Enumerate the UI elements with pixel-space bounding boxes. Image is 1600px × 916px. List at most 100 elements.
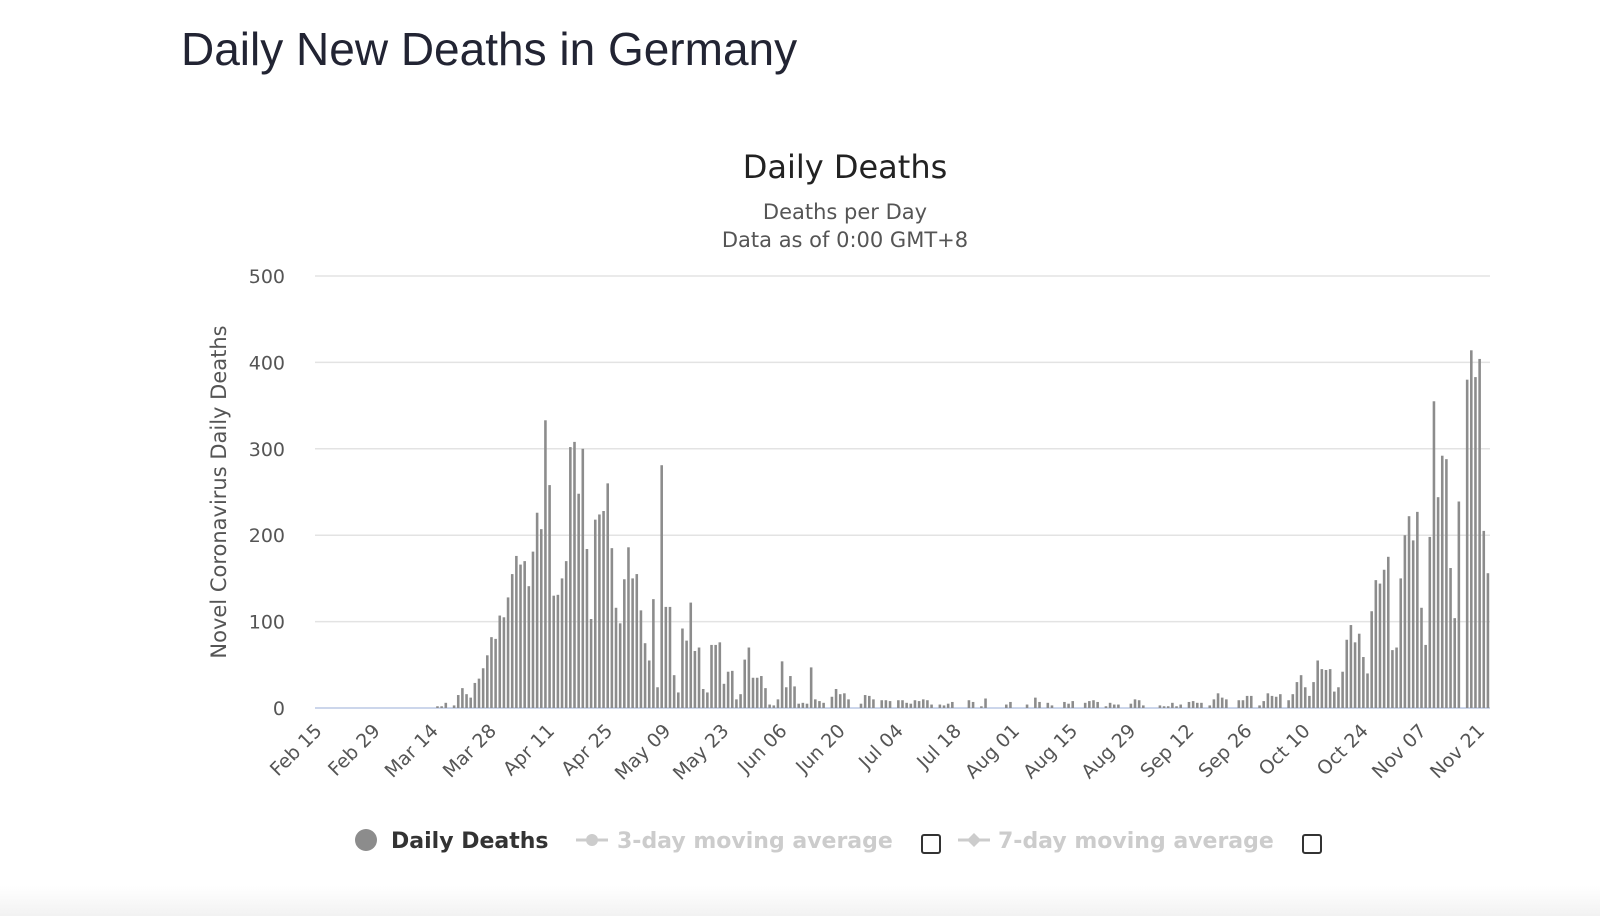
daily-deaths-bar xyxy=(598,514,601,708)
daily-deaths-bar xyxy=(1220,697,1224,708)
daily-deaths-bar xyxy=(685,640,688,708)
daily-deaths-bar xyxy=(1117,704,1120,708)
daily-deaths-bar xyxy=(1378,583,1382,708)
daily-deaths-bar xyxy=(1050,705,1054,708)
daily-deaths-bar xyxy=(1386,556,1390,708)
daily-deaths-bar xyxy=(1208,705,1212,708)
daily-deaths-bar xyxy=(1486,573,1490,708)
daily-deaths-bar xyxy=(768,704,771,708)
daily-deaths-bar xyxy=(776,699,780,708)
daily-deaths-bar xyxy=(784,687,788,708)
daily-deaths-bar xyxy=(1303,687,1307,708)
daily-deaths-bar xyxy=(880,700,884,708)
daily-deaths-bar xyxy=(660,465,663,708)
daily-deaths-bar xyxy=(1295,682,1299,708)
daily-deaths-bar xyxy=(809,667,813,708)
daily-deaths-bar xyxy=(843,693,846,708)
3-day-average-checkbox[interactable] xyxy=(921,834,941,854)
daily-deaths-bar xyxy=(564,561,568,708)
x-tick-label: May 23 xyxy=(669,720,734,785)
daily-deaths-bar xyxy=(1349,625,1353,708)
daily-deaths-bar xyxy=(668,606,672,708)
chart-subtitle-line-2: Data as of 0:00 GMT+8 xyxy=(722,228,968,252)
chart-title: Daily Deaths xyxy=(743,148,948,186)
daily-deaths-bar xyxy=(490,637,493,708)
daily-deaths-bar xyxy=(1158,705,1162,708)
daily-deaths-bar xyxy=(664,606,668,708)
daily-deaths-bar xyxy=(627,547,630,708)
daily-deaths-bar xyxy=(1299,675,1303,708)
daily-deaths-bar xyxy=(614,607,618,708)
daily-deaths-bar xyxy=(743,659,747,708)
daily-deaths-bar xyxy=(1353,642,1357,708)
daily-deaths-bar xyxy=(830,696,834,708)
daily-deaths-bar xyxy=(635,574,639,708)
daily-deaths-bar xyxy=(1166,706,1170,708)
daily-deaths-bar xyxy=(639,610,643,708)
legend-marker-diamond-icon xyxy=(967,833,981,847)
daily-deaths-bar xyxy=(510,574,514,708)
daily-deaths-bar xyxy=(581,448,585,708)
daily-deaths-bar xyxy=(1333,691,1336,708)
y-tick-label: 500 xyxy=(249,266,285,288)
daily-deaths-bar xyxy=(1046,702,1050,708)
daily-deaths-bar xyxy=(531,551,535,708)
daily-deaths-bar xyxy=(1411,540,1415,708)
daily-deaths-bar xyxy=(1009,701,1012,708)
7-day-average-checkbox[interactable] xyxy=(1302,834,1322,854)
daily-deaths-bar xyxy=(498,615,502,708)
daily-deaths-bar xyxy=(1403,535,1407,708)
daily-deaths-bar xyxy=(1291,694,1295,708)
daily-deaths-bar xyxy=(1179,704,1182,708)
daily-deaths-bar xyxy=(1249,695,1253,708)
legend-item-daily-deaths[interactable]: Daily Deaths xyxy=(391,829,549,854)
legend-item-3-day-average[interactable]: 3-day moving average xyxy=(617,829,893,854)
legend-item-7-day-average[interactable]: 7-day moving average xyxy=(998,829,1274,854)
daily-deaths-bar xyxy=(1328,669,1332,708)
daily-deaths-bar xyxy=(897,700,900,708)
daily-deaths-bar xyxy=(1308,695,1311,708)
daily-deaths-bar xyxy=(1279,694,1282,708)
daily-deaths-bar xyxy=(452,705,456,708)
daily-deaths-bar xyxy=(444,702,448,708)
daily-deaths-bar xyxy=(1440,455,1444,708)
daily-deaths-bar xyxy=(1395,647,1398,708)
daily-deaths-bar xyxy=(1212,699,1216,708)
daily-deaths-bar xyxy=(1428,536,1432,708)
daily-deaths-bar xyxy=(946,703,950,708)
daily-deaths-bar xyxy=(556,594,560,708)
daily-deaths-bar xyxy=(1362,657,1365,708)
daily-deaths-bar xyxy=(751,677,755,708)
daily-deaths-bar xyxy=(1399,578,1403,708)
daily-deaths-bar xyxy=(465,694,468,708)
x-tick-label: Apr 11 xyxy=(499,720,559,780)
daily-deaths-bar xyxy=(1112,704,1116,708)
daily-deaths-bar xyxy=(1320,669,1324,708)
daily-deaths-bar xyxy=(647,660,651,708)
daily-deaths-bar xyxy=(1337,687,1340,708)
x-tick-label: Oct 24 xyxy=(1313,720,1373,780)
daily-deaths-bar xyxy=(606,483,609,708)
daily-deaths-bar xyxy=(1341,671,1344,708)
daily-deaths-bar xyxy=(797,703,800,708)
x-tick-label: Jul 18 xyxy=(912,720,966,774)
daily-deaths-bar xyxy=(863,695,867,708)
daily-deaths-bar xyxy=(456,695,460,708)
daily-deaths-bar xyxy=(677,692,680,708)
daily-deaths-bar xyxy=(577,493,580,708)
daily-deaths-bar xyxy=(1374,580,1378,708)
chart-subtitle-line-1: Deaths per Day xyxy=(763,200,927,224)
daily-deaths-bar xyxy=(884,700,888,708)
daily-deaths-bar xyxy=(926,700,929,708)
daily-deaths-bar xyxy=(930,704,933,708)
daily-deaths-bar xyxy=(610,548,614,708)
daily-deaths-bar xyxy=(1370,611,1373,708)
daily-deaths-bar xyxy=(706,692,709,708)
daily-deaths-bar xyxy=(1453,618,1456,708)
daily-deaths-bar xyxy=(722,683,726,708)
daily-deaths-bar xyxy=(1324,669,1328,708)
daily-deaths-bar xyxy=(888,701,892,708)
chart-legend: Daily Deaths 3-day moving average 7-day mo… xyxy=(355,829,1274,854)
daily-deaths-bar xyxy=(1108,702,1112,708)
x-tick-label: Mar 14 xyxy=(381,720,443,782)
